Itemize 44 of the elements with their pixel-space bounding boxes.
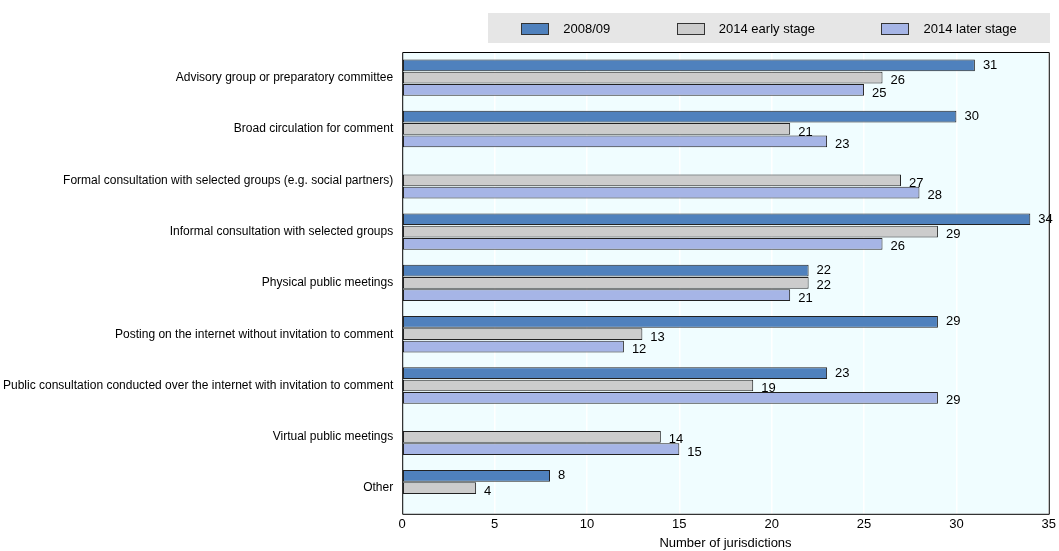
y-tick-label: Other xyxy=(363,480,394,495)
y-tick-label: Broad circulation for comment xyxy=(233,121,394,136)
x-tick-label: 25 xyxy=(856,516,872,532)
x-tick-label: 30 xyxy=(949,516,964,532)
y-tick-label: Public consultation conducted over the internet with invitation to comment xyxy=(3,377,394,392)
data-label: 29 xyxy=(945,392,961,408)
x-tick-label: 0 xyxy=(398,516,406,532)
data-label: 29 xyxy=(945,226,961,242)
data-label: 29 xyxy=(945,313,961,329)
legend-label: 2008/09 xyxy=(562,20,611,36)
y-tick-label: Informal consultation with selected groups xyxy=(169,223,394,238)
x-tick-label: 10 xyxy=(579,516,595,532)
data-label: 15 xyxy=(687,443,702,459)
data-label: 19 xyxy=(761,380,776,396)
data-label: 25 xyxy=(872,84,887,100)
y-tick-label: Advisory group or preparatory committee xyxy=(175,69,394,84)
data-label: 21 xyxy=(798,123,813,139)
data-label: 28 xyxy=(927,187,942,203)
data-label: 12 xyxy=(631,341,647,357)
data-label: 26 xyxy=(890,72,905,88)
data-label: 27 xyxy=(908,174,924,190)
data-label: 21 xyxy=(798,289,813,305)
data-label: 26 xyxy=(890,238,905,254)
data-label: 22 xyxy=(816,277,832,293)
data-label: 30 xyxy=(964,108,979,124)
y-tick-label: Physical public meetings xyxy=(261,275,394,290)
y-tick-label: Virtual public meetings xyxy=(272,429,394,444)
legend-label: 2014 later stage xyxy=(922,20,1017,36)
data-label: 13 xyxy=(650,328,665,344)
x-axis-title: Number of jurisdictions xyxy=(659,534,793,550)
x-tick-label: 35 xyxy=(1041,516,1056,532)
data-label: 23 xyxy=(835,135,850,151)
data-label: 14 xyxy=(668,431,684,447)
legend-label: 2014 early stage xyxy=(717,20,815,36)
data-label: 4 xyxy=(484,482,492,498)
y-tick-label: Formal consultation with selected groups (e.g. social partners) xyxy=(63,172,394,187)
data-label: 23 xyxy=(835,364,850,380)
x-tick-label: 5 xyxy=(490,516,499,532)
data-label: 31 xyxy=(982,56,998,72)
data-label: 8 xyxy=(558,467,566,483)
x-tick-label: 20 xyxy=(764,516,779,532)
y-tick-label: Posting on the internet without invitation to comment xyxy=(115,326,394,341)
data-label: 22 xyxy=(816,262,832,278)
x-tick-label: 15 xyxy=(672,516,687,532)
